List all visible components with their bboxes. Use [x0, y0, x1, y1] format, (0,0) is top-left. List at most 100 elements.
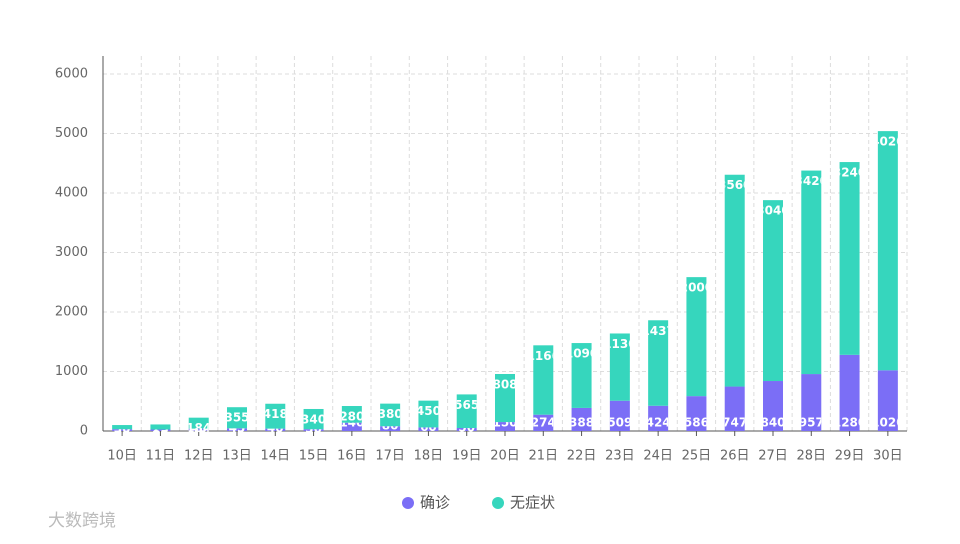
- data-label: 85: [152, 428, 169, 442]
- data-label: 1130: [603, 337, 636, 351]
- bar-segment: [303, 429, 324, 431]
- x-tick-label: 16日: [337, 449, 367, 464]
- data-label: 1166: [527, 349, 560, 363]
- x-tick-label: 17日: [375, 449, 405, 464]
- bar-segment: [265, 403, 286, 429]
- bar-segment: [456, 394, 477, 429]
- y-tick-label: 2000: [55, 305, 88, 320]
- bar-segment: [380, 403, 401, 427]
- data-label: 586: [684, 416, 709, 430]
- data-label: 388: [569, 416, 594, 430]
- y-tick-label: 4000: [55, 186, 88, 201]
- bar-segment: [724, 386, 745, 431]
- bar-segment: [188, 417, 209, 429]
- data-label: 380: [378, 407, 403, 421]
- bar-segment: [112, 429, 133, 431]
- bar-segment: [150, 429, 171, 431]
- x-tick-label: 11日: [146, 449, 176, 464]
- bar-segment: [341, 406, 362, 423]
- data-label: 3040: [756, 204, 789, 218]
- x-tick-label: 26日: [720, 449, 750, 464]
- data-label: 509: [607, 416, 632, 430]
- data-label: 2000: [680, 281, 713, 295]
- bar-segment: [763, 381, 783, 431]
- bar-segment: [724, 174, 745, 387]
- bar-segment: [495, 422, 515, 431]
- x-tick-label: 27日: [758, 449, 788, 464]
- bar-segment: [418, 400, 439, 428]
- bar-segment: [227, 428, 247, 431]
- legend-label: 确诊: [420, 494, 450, 512]
- x-tick-label: 19日: [452, 449, 482, 464]
- data-label: 3560: [718, 178, 751, 192]
- data-label: 274: [531, 416, 556, 430]
- bar-segment: [456, 428, 477, 431]
- bar-segment: [571, 343, 592, 408]
- y-tick-label: 0: [80, 424, 88, 439]
- data-label: 808: [492, 377, 517, 391]
- data-label: 280: [339, 410, 364, 424]
- x-tick-label: 21日: [529, 449, 559, 464]
- legend-marker: [402, 497, 414, 509]
- bar-segment: [533, 345, 554, 415]
- bar-segment: [801, 170, 822, 375]
- data-label: 3420: [795, 174, 828, 188]
- data-label: 1020: [871, 416, 904, 430]
- data-label: 1090: [565, 347, 598, 361]
- data-label: 957: [799, 416, 824, 430]
- legend-label: 无症状: [510, 494, 555, 512]
- data-label: 424: [646, 416, 671, 430]
- bar-segment: [877, 131, 898, 371]
- legend-marker: [492, 497, 505, 509]
- data-label: 4020: [871, 135, 904, 149]
- data-label: 340: [301, 412, 326, 426]
- x-tick-label: 30日: [873, 449, 903, 464]
- x-tick-label: 18日: [414, 449, 444, 464]
- bar-segment: [648, 405, 669, 431]
- x-tick-label: 10日: [107, 449, 137, 464]
- data-label: 70: [114, 429, 131, 443]
- data-label: 1437: [641, 324, 674, 338]
- bar-segment: [303, 408, 324, 430]
- bar-segment: [227, 407, 247, 429]
- x-tick-label: 22日: [567, 449, 597, 464]
- x-tick-label: 24日: [643, 449, 673, 464]
- bar-segment: [686, 396, 707, 431]
- bar-segment: [877, 370, 898, 431]
- y-tick-label: 5000: [55, 126, 88, 141]
- x-tick-label: 25日: [682, 449, 712, 464]
- bar-segment: [839, 354, 860, 431]
- x-tick-label: 23日: [605, 449, 635, 464]
- data-label: 450: [416, 404, 441, 418]
- data-label: 840: [760, 416, 785, 430]
- watermark: 大数跨境: [48, 511, 116, 531]
- data-label: 3240: [833, 166, 866, 180]
- x-tick-label: 20日: [490, 449, 520, 464]
- bar-segment: [648, 320, 669, 406]
- bar-segment: [763, 200, 783, 382]
- data-label: 565: [454, 398, 479, 412]
- bar-segment: [801, 374, 822, 431]
- bar-segment: [150, 424, 171, 430]
- x-tick-label: 13日: [222, 449, 252, 464]
- y-tick-label: 3000: [55, 245, 88, 260]
- bar-segment: [609, 400, 630, 431]
- x-tick-label: 15日: [299, 449, 329, 464]
- bar-segment: [686, 277, 707, 397]
- y-tick-label: 6000: [55, 67, 88, 82]
- data-label: 355: [224, 411, 249, 425]
- bar-segment: [609, 333, 630, 401]
- x-tick-label: 12日: [184, 449, 214, 464]
- bar-segment: [112, 425, 133, 430]
- bar-segment: [839, 162, 860, 355]
- data-label: 1280: [833, 416, 866, 430]
- x-tick-label: 14日: [261, 449, 291, 464]
- bar-segment: [188, 428, 209, 431]
- data-label: 184: [186, 421, 211, 435]
- x-tick-label: 29日: [835, 449, 865, 464]
- y-tick-label: 1000: [55, 364, 88, 379]
- bar-segment: [495, 373, 515, 423]
- bar-segment: [571, 407, 592, 431]
- data-label: 418: [263, 407, 288, 421]
